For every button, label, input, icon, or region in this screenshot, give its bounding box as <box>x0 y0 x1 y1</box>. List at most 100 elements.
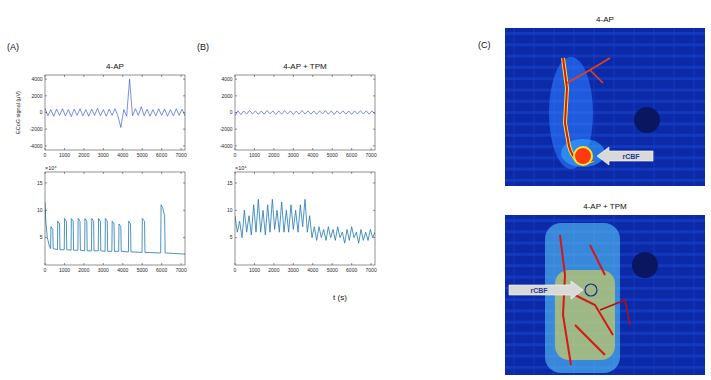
chart-title: 4-AP + TPM <box>283 62 327 71</box>
y-tick <box>45 210 47 211</box>
x-tick-label: 1000 <box>59 152 70 158</box>
panel-label: (C) <box>478 40 491 50</box>
y-tick <box>235 129 237 130</box>
plot-area <box>235 75 375 150</box>
y-tick <box>373 112 375 113</box>
y-tick <box>183 79 185 80</box>
x-tick <box>142 75 143 77</box>
x-tick <box>273 263 274 265</box>
x-axis-label: t (s) <box>333 293 347 302</box>
y-tick <box>373 79 375 80</box>
y-tick <box>183 112 185 113</box>
x-tick-label: 3000 <box>98 267 109 273</box>
axes-frame <box>45 172 185 265</box>
image-title: 4-AP <box>596 15 614 24</box>
series-group <box>45 202 185 254</box>
x-tick <box>371 75 372 77</box>
x-tick <box>332 75 333 77</box>
x-tick-label: 5000 <box>137 267 148 273</box>
plot-area <box>235 172 375 265</box>
y-tick-label: -2000 <box>30 126 43 132</box>
signal-line <box>235 110 375 115</box>
x-tick-label: 3000 <box>98 152 109 158</box>
x-tick-label: 2000 <box>268 267 279 273</box>
x-tick <box>142 263 143 265</box>
y-tick-label: 4000 <box>221 76 232 82</box>
x-tick <box>83 263 84 265</box>
x-tick-label: 6000 <box>156 152 167 158</box>
x-tick <box>161 263 162 265</box>
speckle-stripe <box>533 28 535 186</box>
x-tick-label: 0 <box>44 152 47 158</box>
y-tick <box>183 237 185 238</box>
x-tick <box>181 75 182 77</box>
x-tick <box>103 148 104 150</box>
y-tick <box>235 210 237 211</box>
speckle-stripe <box>653 215 655 375</box>
y-tick <box>373 95 375 96</box>
x-tick <box>351 172 352 174</box>
y-tick <box>373 182 375 183</box>
x-tick-label: 4000 <box>307 267 318 273</box>
figure: 0 1000 2000 3000 4000 5000 6000 7000 -4000 -2000 0… <box>0 0 711 380</box>
axes-frame <box>235 172 375 265</box>
y-axis-label: ECoG signal (μV) <box>15 91 21 134</box>
x-tick-label: 6000 <box>346 152 357 158</box>
x-tick <box>371 172 372 174</box>
plot-area <box>45 75 185 150</box>
hot-spot <box>574 147 592 165</box>
image-title: 4-AP + TPM <box>583 202 627 211</box>
x-tick <box>312 263 313 265</box>
x-tick <box>351 75 352 77</box>
series-group <box>235 199 375 243</box>
vessel <box>600 300 630 325</box>
speckle-stripe <box>693 28 695 186</box>
axis-multiplier: ×10⁴ <box>235 165 247 171</box>
probe <box>632 252 658 278</box>
x-tick-label: 7000 <box>176 267 187 273</box>
x-tick-label: 4000 <box>117 152 128 158</box>
chart-title: 4-AP <box>106 62 124 71</box>
x-tick <box>235 75 236 77</box>
vessel <box>560 235 613 365</box>
y-tick <box>45 182 47 183</box>
speckle-stripe <box>633 215 635 375</box>
x-tick <box>142 172 143 174</box>
chart: 01000200030004000500060007000-4000-20000… <box>197 42 377 158</box>
x-tick-label: 2000 <box>268 152 279 158</box>
x-tick <box>45 75 46 77</box>
x-tick-label: 2000 <box>78 152 89 158</box>
x-tick <box>103 75 104 77</box>
arrow <box>509 281 583 299</box>
y-tick <box>45 237 47 238</box>
y-tick <box>183 95 185 96</box>
y-tick-label: -2000 <box>220 126 233 132</box>
y-tick <box>45 112 47 113</box>
x-tick-label: 5000 <box>137 152 148 158</box>
image-content <box>505 28 705 186</box>
y-tick-label: -4000 <box>30 143 43 149</box>
x-tick <box>161 172 162 174</box>
y-tick <box>235 237 237 238</box>
signal-line <box>235 199 375 243</box>
x-tick-label: 6000 <box>156 267 167 273</box>
y-tick <box>45 129 47 130</box>
vessel <box>563 58 593 162</box>
x-tick <box>181 172 182 174</box>
x-tick-label: 0 <box>234 152 237 158</box>
x-tick <box>351 263 352 265</box>
image-annotation: rCBF <box>622 153 640 160</box>
y-tick-label: 2000 <box>31 93 42 99</box>
x-tick-label: 3000 <box>288 152 299 158</box>
x-tick <box>181 148 182 150</box>
image-background <box>505 215 705 375</box>
panel-label: (B) <box>197 42 209 52</box>
image: rCBF 4-AP <box>505 15 705 186</box>
chart: 01000200030004000500060007000-4000-20000… <box>7 42 187 158</box>
y-tick <box>373 237 375 238</box>
x-tick <box>235 172 236 174</box>
signal-line <box>45 79 185 127</box>
chart: 0100020003000400050006000700051015×10⁴ <box>37 165 187 274</box>
y-tick <box>45 79 47 80</box>
x-tick <box>83 75 84 77</box>
